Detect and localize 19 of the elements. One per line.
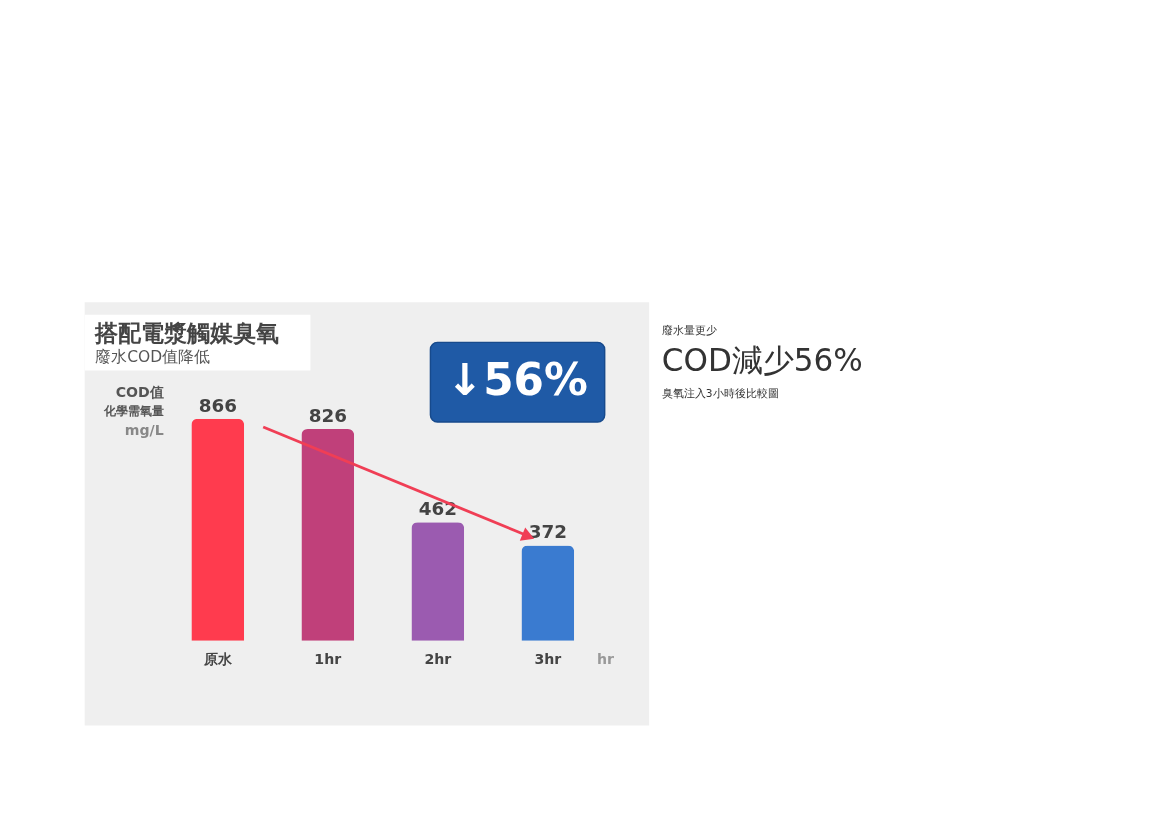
chart-subtitle: 廢水COD值降低 (95, 348, 211, 367)
data-label: 866 (198, 394, 237, 416)
data-label: 826 (308, 404, 347, 426)
data-label: 372 (528, 521, 567, 543)
x-axis-title: hr (596, 651, 614, 668)
chart-title: 搭配電漿觸媒臭氧 (94, 319, 280, 346)
text: 廢水量更少 (661, 323, 717, 336)
bar (521, 545, 575, 641)
x-tick-label: 2hr (424, 651, 452, 668)
x-tick-label: 原水 (202, 651, 233, 668)
text: 臭氧注入3小時後比較圖 (661, 387, 779, 400)
y-axis-title: COD值化學需氧量mg/L (102, 383, 164, 438)
text: ↓56% (446, 354, 588, 406)
text: COD減少56% (661, 342, 863, 379)
bar (191, 418, 245, 641)
bar (411, 522, 465, 641)
bar (301, 429, 355, 641)
x-tick-label: 1hr (314, 651, 342, 668)
x-tick-label: 3hr (534, 651, 562, 668)
